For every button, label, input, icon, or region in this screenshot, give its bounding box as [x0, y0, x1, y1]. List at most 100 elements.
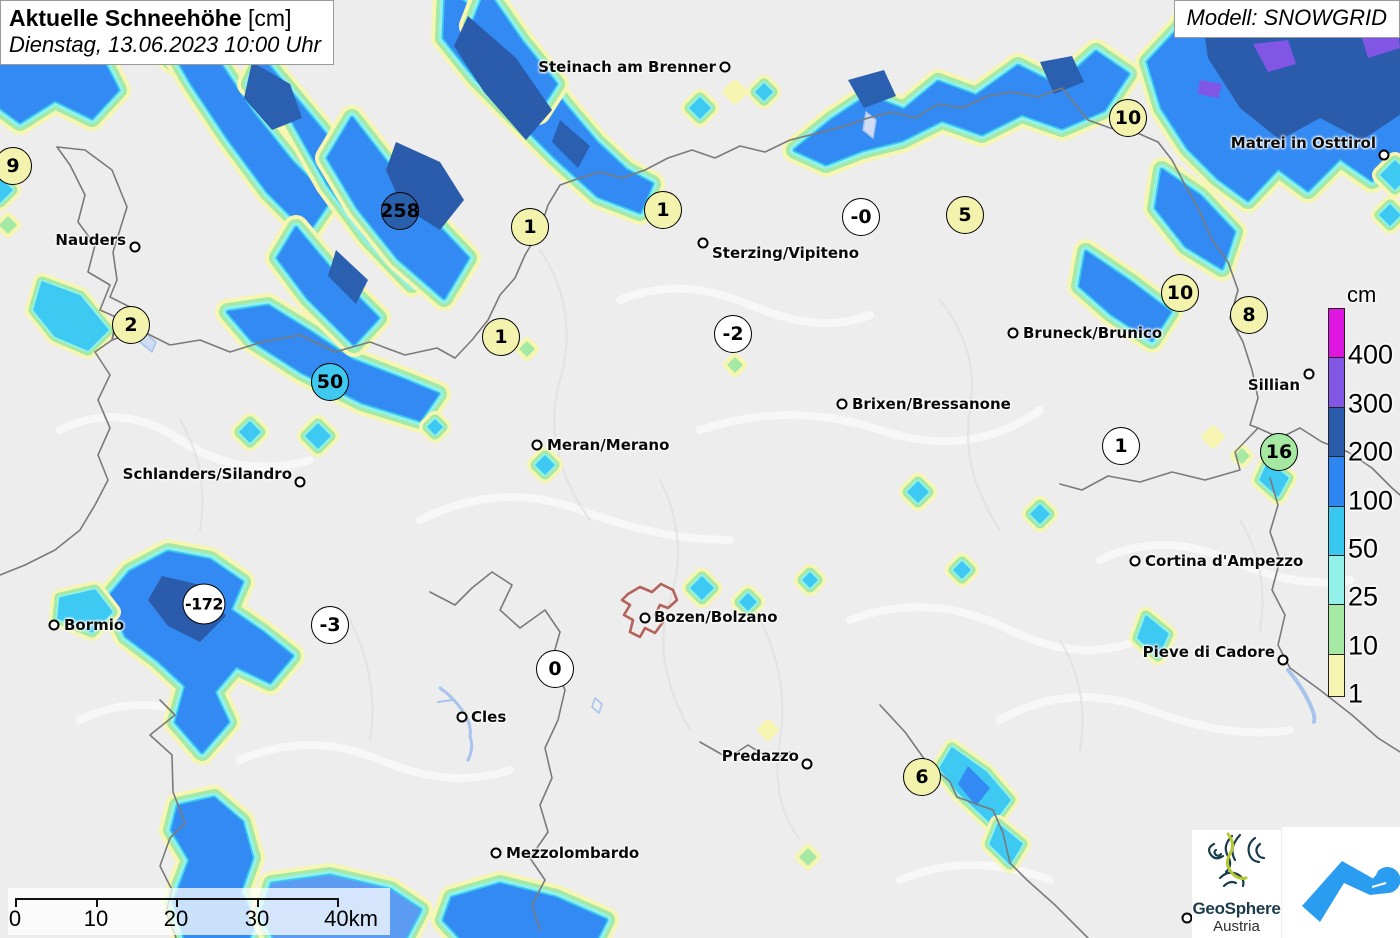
scale-bar-tick	[257, 898, 259, 907]
station-value-marker: 258	[380, 192, 420, 230]
map-shape	[244, 62, 302, 130]
city-dot	[490, 847, 502, 859]
map-shape	[591, 697, 603, 714]
geosphere-logo-text: GeoSphere	[1192, 899, 1281, 918]
map-shape	[1096, 541, 1354, 587]
map-shape	[755, 83, 773, 101]
legend-segment	[1329, 407, 1344, 458]
map-shape	[1137, 615, 1169, 657]
map-shape	[1253, 40, 1296, 72]
legend-tick-label: 1	[1348, 678, 1364, 709]
map-shape	[236, 741, 514, 782]
map-title-unit: [cm]	[248, 5, 292, 31]
city-label: Cles	[471, 708, 507, 726]
map-shape	[1234, 448, 1250, 464]
station-value-marker: 2	[112, 306, 150, 344]
map-title: Aktuelle Schneehöhe [cm]	[9, 5, 321, 32]
map-shape	[416, 493, 734, 544]
map-shape	[0, 177, 13, 203]
map-shape	[1059, 427, 1259, 491]
legend-segment	[1329, 309, 1344, 359]
map-shape	[879, 704, 1089, 938]
geosphere-logo-subtext: Austria	[1213, 918, 1260, 935]
station-value-marker: 6	[903, 758, 941, 796]
map-shape	[758, 618, 802, 842]
map-shape	[443, 883, 607, 938]
city-label: Matrei in Osttirol	[1230, 134, 1376, 152]
map-shape	[1238, 518, 1264, 632]
map-shape	[799, 848, 817, 866]
map-shape	[938, 298, 1002, 532]
station-value-marker: -3	[311, 606, 349, 644]
scale-bar-label: 20	[163, 906, 189, 931]
city-label: Schlanders/Silandro	[122, 465, 292, 483]
map-shape	[699, 741, 791, 761]
city-dot	[48, 619, 60, 631]
city-dot	[801, 758, 813, 770]
legend-unit-label: cm	[1347, 282, 1377, 307]
legend-tick-label: 300	[1348, 388, 1394, 419]
city-dot	[719, 61, 731, 73]
station-value-marker: 50	[311, 363, 349, 401]
city-label: Sillian	[1247, 376, 1300, 394]
map-shape	[658, 478, 692, 732]
city-label: Pieve di Cadore	[1142, 643, 1275, 661]
city-dot	[1277, 654, 1289, 666]
station-value-marker: 5	[946, 196, 984, 234]
city-dot	[697, 237, 709, 249]
scale-bar-label: 10	[83, 906, 109, 931]
partner-logo	[1282, 827, 1400, 938]
bozen-city-boundary	[620, 582, 679, 639]
map-shape	[1157, 141, 1259, 429]
legend-segment	[1329, 605, 1344, 655]
map-shape	[1380, 160, 1400, 190]
city-label: Bruneck/Brunico	[1023, 324, 1163, 342]
scale-bar-label: 30	[244, 906, 270, 931]
scale-bar-tick	[337, 898, 339, 907]
map-shape	[437, 699, 453, 703]
map-shape	[33, 281, 109, 351]
map-shape	[239, 421, 261, 443]
map-title-main: Aktuelle Schneehöhe	[9, 5, 242, 31]
station-value-marker: 1	[644, 191, 682, 229]
map-shape	[0, 216, 17, 234]
model-label: Modell: SNOWGRID	[1173, 0, 1400, 38]
map-shape	[1286, 668, 1317, 724]
station-value-marker: 1	[511, 208, 549, 246]
map-datetime: Dienstag, 13.06.2023 10:00 Uhr	[9, 32, 321, 58]
city-dot	[456, 711, 468, 723]
scale-bar-tick	[15, 898, 17, 907]
map-shape	[907, 481, 929, 503]
map-shape	[1379, 204, 1400, 226]
scale-bar-tick	[176, 898, 178, 907]
city-label: Bormio	[64, 616, 125, 634]
map-shape	[519, 341, 535, 357]
legend-segment	[1329, 555, 1344, 606]
map-shape	[1079, 251, 1171, 341]
geosphere-logo-icon	[1207, 832, 1266, 888]
legend-segment	[1329, 457, 1344, 507]
map-shape	[328, 250, 368, 304]
map-shape	[56, 413, 314, 471]
map-shape	[1201, 425, 1225, 449]
map-shape	[1058, 638, 1084, 752]
map-shape	[846, 603, 1164, 654]
legend-tick-label: 100	[1348, 484, 1394, 515]
map-shape	[696, 406, 1044, 446]
map-shape	[848, 70, 896, 108]
legend-tick-label: 200	[1348, 436, 1394, 467]
legend-segment	[1329, 506, 1344, 556]
map-shape	[802, 572, 818, 588]
city-dot	[294, 476, 306, 488]
station-value-marker: 16	[1260, 433, 1298, 471]
title-box: Aktuelle Schneehöhe [cm] Dienstag, 13.06…	[0, 0, 334, 66]
station-value-marker: 1	[482, 318, 520, 356]
map-shape	[178, 418, 204, 532]
map-shape	[958, 766, 990, 806]
city-dot	[129, 241, 141, 253]
station-value-marker: -2	[714, 315, 752, 353]
city-label: Nauders	[55, 231, 126, 249]
geosphere-logo: GeoSphere Austria	[1192, 830, 1281, 938]
scale-bar-tick	[96, 898, 98, 907]
